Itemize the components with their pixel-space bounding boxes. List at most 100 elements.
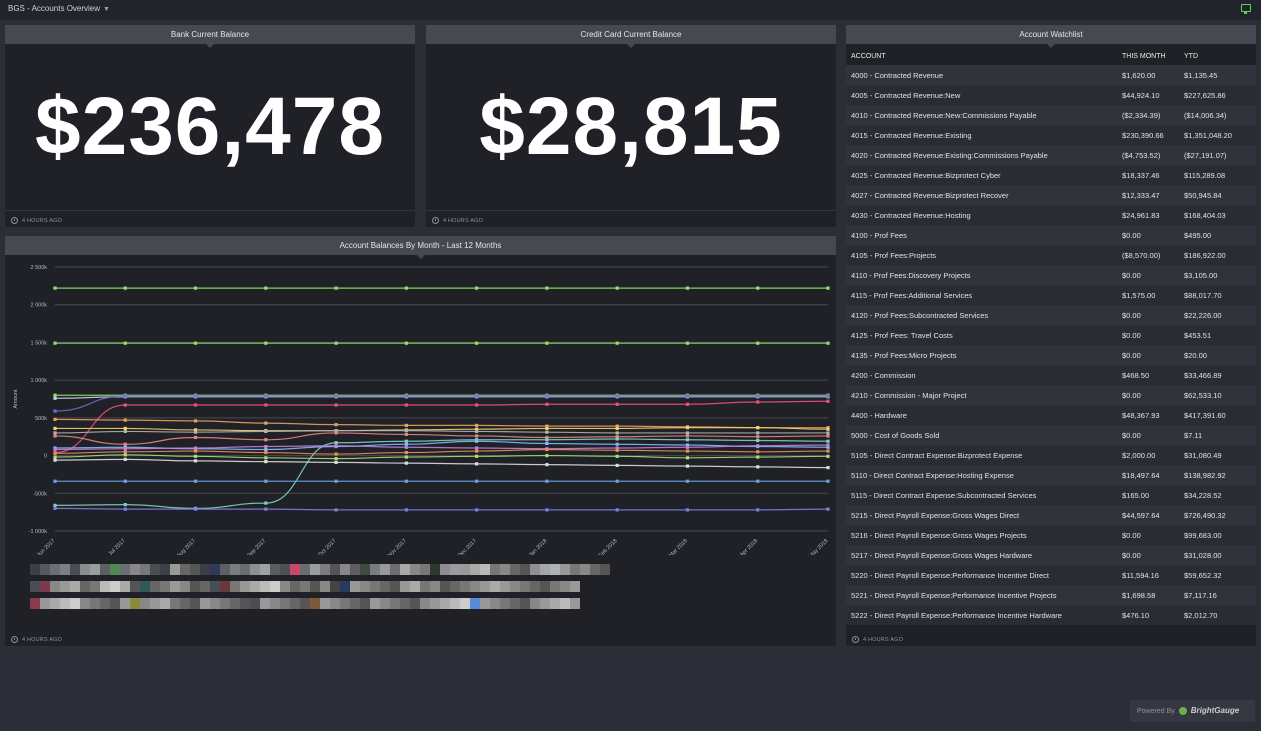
legend-swatch[interactable] — [170, 598, 180, 609]
legend-swatch[interactable] — [290, 564, 300, 575]
table-row[interactable]: 4025 - Contracted Revenue:Bizprotect Cyb… — [846, 165, 1256, 185]
legend-swatch[interactable] — [140, 598, 150, 609]
legend-swatch[interactable] — [40, 581, 50, 592]
legend-swatch[interactable] — [400, 564, 410, 575]
legend-swatch[interactable] — [290, 598, 300, 609]
legend-swatch[interactable] — [320, 564, 330, 575]
table-row[interactable]: 5217 - Direct Payroll Expense:Gross Wage… — [846, 545, 1256, 565]
legend-swatch[interactable] — [50, 564, 60, 575]
legend-swatch[interactable] — [120, 581, 130, 592]
legend-swatch[interactable] — [260, 598, 270, 609]
powered-by-badge[interactable]: Powered By BrightGauge — [1130, 700, 1255, 722]
table-row[interactable]: 4027 - Contracted Revenue:Bizprotect Rec… — [846, 185, 1256, 205]
table-row[interactable]: 5220 - Direct Payroll Expense:Performanc… — [846, 565, 1256, 585]
legend-swatch[interactable] — [390, 564, 400, 575]
monitor-icon[interactable] — [1241, 4, 1251, 14]
legend-swatch[interactable] — [340, 581, 350, 592]
table-row[interactable]: 4005 - Contracted Revenue:New $44,924.10 $… — [846, 85, 1256, 105]
legend-swatch[interactable] — [380, 598, 390, 609]
legend-swatch[interactable] — [560, 581, 570, 592]
legend-swatch[interactable] — [120, 564, 130, 575]
legend-swatch[interactable] — [430, 581, 440, 592]
legend-swatch[interactable] — [510, 564, 520, 575]
table-row[interactable]: 4210 - Commission - Major Project $0.00 $6… — [846, 385, 1256, 405]
legend-swatch[interactable] — [210, 564, 220, 575]
legend-swatch[interactable] — [130, 564, 140, 575]
legend-swatch[interactable] — [310, 598, 320, 609]
legend-swatch[interactable] — [230, 581, 240, 592]
legend-swatch[interactable] — [450, 581, 460, 592]
legend-swatch[interactable] — [310, 564, 320, 575]
legend-swatch[interactable] — [560, 564, 570, 575]
legend-swatch[interactable] — [370, 564, 380, 575]
legend-swatch[interactable] — [210, 581, 220, 592]
legend-swatch[interactable] — [520, 581, 530, 592]
legend-swatch[interactable] — [130, 581, 140, 592]
legend-swatch[interactable] — [340, 564, 350, 575]
legend-swatch[interactable] — [500, 581, 510, 592]
legend-swatch[interactable] — [310, 581, 320, 592]
legend-swatch[interactable] — [570, 581, 580, 592]
legend-swatch[interactable] — [130, 598, 140, 609]
legend-swatch[interactable] — [490, 598, 500, 609]
legend-swatch[interactable] — [30, 598, 40, 609]
legend-swatch[interactable] — [370, 598, 380, 609]
legend-swatch[interactable] — [410, 564, 420, 575]
table-row[interactable]: 4030 - Contracted Revenue:Hosting $24,961… — [846, 205, 1256, 225]
legend-swatch[interactable] — [530, 581, 540, 592]
legend-swatch[interactable] — [470, 581, 480, 592]
legend-swatch[interactable] — [170, 564, 180, 575]
legend-swatch[interactable] — [150, 581, 160, 592]
legend-swatch[interactable] — [320, 581, 330, 592]
legend-swatch[interactable] — [190, 598, 200, 609]
legend-swatch[interactable] — [390, 598, 400, 609]
legend-swatch[interactable] — [450, 598, 460, 609]
legend-swatch[interactable] — [120, 598, 130, 609]
legend-swatch[interactable] — [250, 581, 260, 592]
legend-swatch[interactable] — [300, 564, 310, 575]
legend-swatch[interactable] — [460, 581, 470, 592]
legend-swatch[interactable] — [110, 564, 120, 575]
legend-swatch[interactable] — [160, 581, 170, 592]
legend-swatch[interactable] — [270, 581, 280, 592]
legend-swatch[interactable] — [380, 564, 390, 575]
legend-swatch[interactable] — [430, 598, 440, 609]
legend-swatch[interactable] — [530, 598, 540, 609]
legend-swatch[interactable] — [50, 598, 60, 609]
legend-swatch[interactable] — [350, 581, 360, 592]
legend-swatch[interactable] — [70, 564, 80, 575]
legend-swatch[interactable] — [480, 581, 490, 592]
table-row[interactable]: 4000 - Contracted Revenue $1,620.00 $1,135… — [846, 65, 1256, 85]
legend-swatch[interactable] — [540, 598, 550, 609]
legend-swatch[interactable] — [80, 564, 90, 575]
legend-swatch[interactable] — [270, 564, 280, 575]
legend-swatch[interactable] — [400, 598, 410, 609]
legend-swatch[interactable] — [330, 581, 340, 592]
legend-swatch[interactable] — [530, 564, 540, 575]
table-row[interactable]: 4115 - Prof Fees:Additional Services $1,5… — [846, 285, 1256, 305]
legend-swatch[interactable] — [390, 581, 400, 592]
legend-swatch[interactable] — [540, 564, 550, 575]
table-row[interactable]: 5000 - Cost of Goods Sold $0.00 $7.11 — [846, 425, 1256, 445]
legend-swatch[interactable] — [320, 598, 330, 609]
table-row[interactable]: 5105 - Direct Contract Expense:Bizprotec… — [846, 445, 1256, 465]
legend-swatch[interactable] — [190, 581, 200, 592]
legend-swatch[interactable] — [520, 564, 530, 575]
legend-swatch[interactable] — [220, 598, 230, 609]
legend-swatch[interactable] — [260, 564, 270, 575]
legend-swatch[interactable] — [250, 564, 260, 575]
legend-swatch[interactable] — [270, 598, 280, 609]
legend-swatch[interactable] — [180, 598, 190, 609]
legend-swatch[interactable] — [470, 564, 480, 575]
table-row[interactable]: 4105 - Prof Fees:Projects ($8,570.00) $186… — [846, 245, 1256, 265]
legend-swatch[interactable] — [410, 598, 420, 609]
table-row[interactable]: 5216 - Direct Payroll Expense:Gross Wage… — [846, 525, 1256, 545]
legend-swatch[interactable] — [600, 564, 610, 575]
legend-swatch[interactable] — [330, 564, 340, 575]
legend-swatch[interactable] — [90, 598, 100, 609]
table-row[interactable]: 5115 - Direct Contract Expense:Subcontra… — [846, 485, 1256, 505]
legend-swatch[interactable] — [450, 564, 460, 575]
legend-swatch[interactable] — [430, 564, 440, 575]
legend-swatch[interactable] — [90, 564, 100, 575]
legend-swatch[interactable] — [360, 564, 370, 575]
